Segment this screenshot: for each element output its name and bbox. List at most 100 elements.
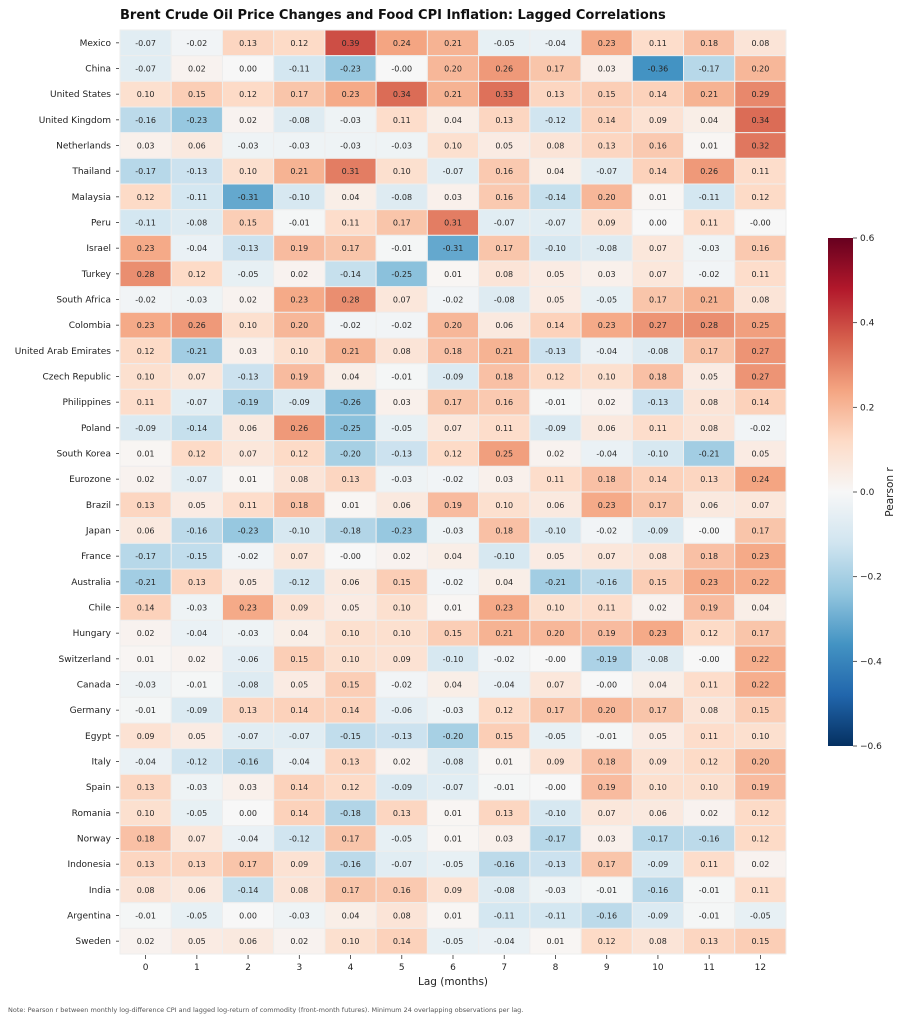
row-label: Eurozone <box>69 475 111 485</box>
row-label: Malaysia <box>72 193 111 203</box>
cell-value-label: 0.21 <box>444 39 462 48</box>
heatmap-cell <box>170 696 223 724</box>
heatmap-cell <box>734 183 787 211</box>
heatmap-cell <box>375 234 428 262</box>
cell-value-label: -0.03 <box>443 706 464 715</box>
cell-value-label: 0.03 <box>239 347 257 356</box>
cell-value-label: -0.07 <box>135 65 156 74</box>
heatmap-cell <box>324 876 377 904</box>
cell-value-label: 0.20 <box>290 321 308 330</box>
heatmap-cell <box>119 286 172 313</box>
cell-value-label: -0.09 <box>648 527 669 536</box>
cell-value-label: 0.00 <box>649 219 667 228</box>
cell-value-label: 0.07 <box>649 244 667 253</box>
cell-value-label: -0.13 <box>186 167 207 176</box>
cell-value-label: -0.07 <box>443 783 464 792</box>
cell-value-label: -0.08 <box>494 296 515 305</box>
cell-value-label: -0.00 <box>391 65 412 74</box>
cell-value-label: 0.10 <box>342 629 360 638</box>
cell-value-label: 0.10 <box>137 809 155 818</box>
cell-value-label: 0.08 <box>290 475 308 484</box>
heatmap-cell <box>273 132 326 159</box>
cell-value-label: 0.12 <box>290 39 308 48</box>
cell-value-label: -0.10 <box>494 552 515 561</box>
cell-value-label: 0.08 <box>393 347 411 356</box>
cell-value-label: 0.14 <box>290 783 308 792</box>
cell-value-label: 0.18 <box>137 835 155 844</box>
cell-value-label: 0.06 <box>649 809 667 818</box>
heatmap-cell <box>119 29 172 57</box>
heatmap-cell <box>683 337 736 365</box>
cell-value-label: 0.15 <box>444 629 462 638</box>
cell-value-label: -0.11 <box>545 912 566 921</box>
x-tick-label: 8 <box>553 963 559 973</box>
cell-value-label: -0.18 <box>340 527 361 536</box>
heatmap-cell <box>375 440 428 467</box>
heatmap-cell <box>170 132 223 159</box>
cell-value-label: 0.17 <box>342 886 360 895</box>
heatmap-cell <box>221 491 275 519</box>
heatmap-cell <box>221 440 275 467</box>
cell-value-label: -0.08 <box>443 758 464 767</box>
heatmap-cell <box>580 55 633 82</box>
cell-value-label: -0.07 <box>186 398 207 407</box>
row-label: Philippines <box>63 398 112 408</box>
heatmap-cell <box>273 157 326 185</box>
cell-value-label: -0.09 <box>443 373 464 382</box>
heatmap-cell <box>683 106 736 134</box>
heatmap-cell <box>529 157 582 185</box>
cell-value-label: -0.04 <box>238 835 259 844</box>
heatmap-cell <box>119 773 172 801</box>
cell-value-label: 0.28 <box>137 270 155 279</box>
cell-value-label: 0.13 <box>137 501 155 510</box>
cell-value-label: -0.01 <box>391 373 412 382</box>
cell-value-label: 0.17 <box>649 296 667 305</box>
heatmap-cell <box>426 927 480 955</box>
heatmap-cell <box>119 542 172 570</box>
heatmap-cell <box>273 799 326 827</box>
x-tick-label: 5 <box>399 963 405 973</box>
cell-value-label: 0.02 <box>751 860 769 869</box>
row-label: Thailand <box>71 167 111 177</box>
cell-value-label: -0.03 <box>340 116 361 125</box>
cell-value-label: 0.08 <box>700 706 718 715</box>
cell-value-label: 0.04 <box>495 578 513 587</box>
cell-value-label: -0.25 <box>391 270 412 279</box>
cell-value-label: 0.01 <box>239 475 257 484</box>
cell-value-label: -0.07 <box>289 732 310 741</box>
heatmap-cell <box>221 825 275 852</box>
cell-value-label: 0.06 <box>188 142 206 151</box>
cell-value-label: 0.18 <box>495 373 513 382</box>
cell-value-label: 0.17 <box>751 527 769 536</box>
cell-value-label: 0.18 <box>598 475 616 484</box>
cell-value-label: 0.09 <box>649 116 667 125</box>
heatmap-cell <box>119 132 172 159</box>
heatmap-cell <box>221 619 275 647</box>
heatmap-cell <box>580 927 633 955</box>
cell-value-label: 0.14 <box>598 116 616 125</box>
heatmap-cell <box>273 337 326 365</box>
x-tick-label: 11 <box>703 963 714 973</box>
cell-value-label: 0.14 <box>751 398 769 407</box>
heatmap-cell <box>683 594 736 621</box>
cell-value-label: 0.02 <box>393 552 411 561</box>
cell-value-label: 0.01 <box>444 835 462 844</box>
cell-value-label: 0.16 <box>649 142 667 151</box>
heatmap-cell <box>683 568 736 596</box>
row-label: Egypt <box>85 732 111 742</box>
cell-value-label: -0.01 <box>135 706 156 715</box>
heatmap-cell <box>631 157 685 185</box>
cell-value-label: -0.14 <box>238 886 259 895</box>
cell-value-label: 0.10 <box>393 604 411 613</box>
cell-value-label: -0.13 <box>648 398 669 407</box>
cell-value-label: 0.10 <box>598 373 616 382</box>
cell-value-label: 0.17 <box>239 860 257 869</box>
heatmap-cell <box>631 234 685 262</box>
heatmap-cell <box>529 106 582 134</box>
cell-value-label: 0.06 <box>700 501 718 510</box>
cell-value-label: 0.08 <box>393 912 411 921</box>
cell-value-label: -0.02 <box>135 296 156 305</box>
cell-value-label: -0.12 <box>186 758 207 767</box>
cell-value-label: 0.18 <box>700 39 718 48</box>
heatmap-cell <box>631 80 685 108</box>
